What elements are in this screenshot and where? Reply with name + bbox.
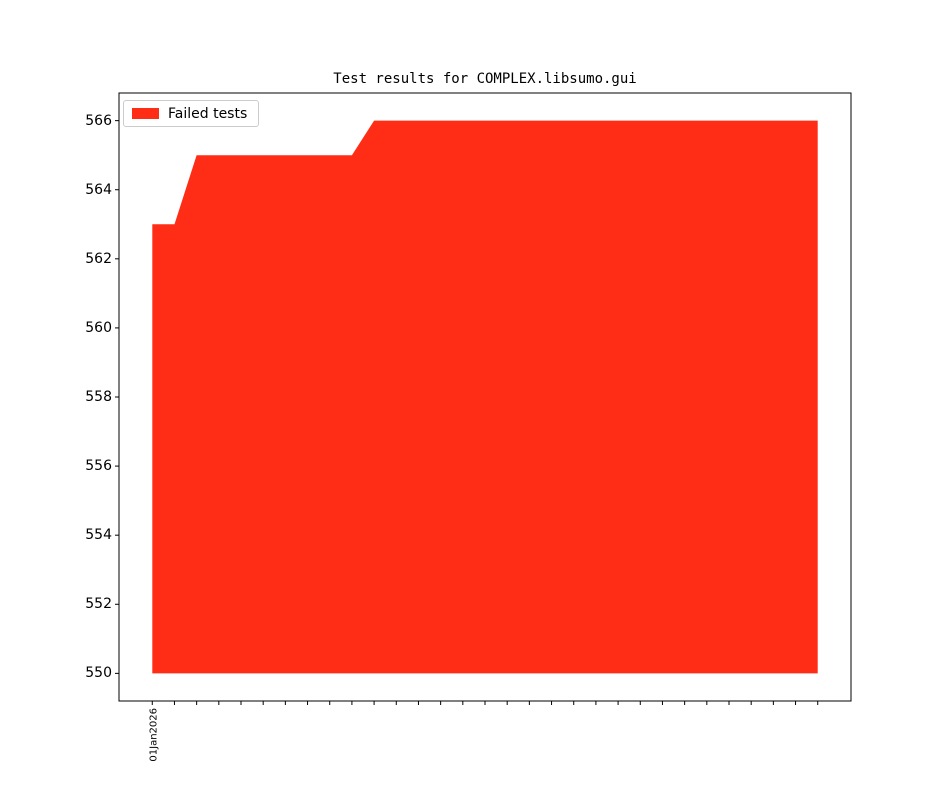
legend-swatch-failed-tests [132, 108, 159, 119]
legend-label: Failed tests [168, 105, 248, 122]
x-tick-label: 01Jan2026 [148, 708, 159, 762]
chart-title: Test results for COMPLEX.libsumo.gui [333, 71, 637, 87]
y-tick-label: 564 [85, 181, 112, 198]
y-tick-label: 566 [85, 112, 112, 129]
failed-tests-area [152, 120, 818, 674]
y-tick-label: 558 [85, 389, 112, 405]
y-tick-label: 550 [85, 665, 112, 682]
y-tick-label: 552 [85, 596, 112, 613]
y-tick-label: 556 [85, 458, 112, 475]
y-tick-label: 560 [85, 319, 112, 336]
y-tick-label: 562 [85, 250, 112, 267]
y-tick-label: 554 [85, 527, 112, 544]
legend: Failed tests [123, 100, 260, 127]
